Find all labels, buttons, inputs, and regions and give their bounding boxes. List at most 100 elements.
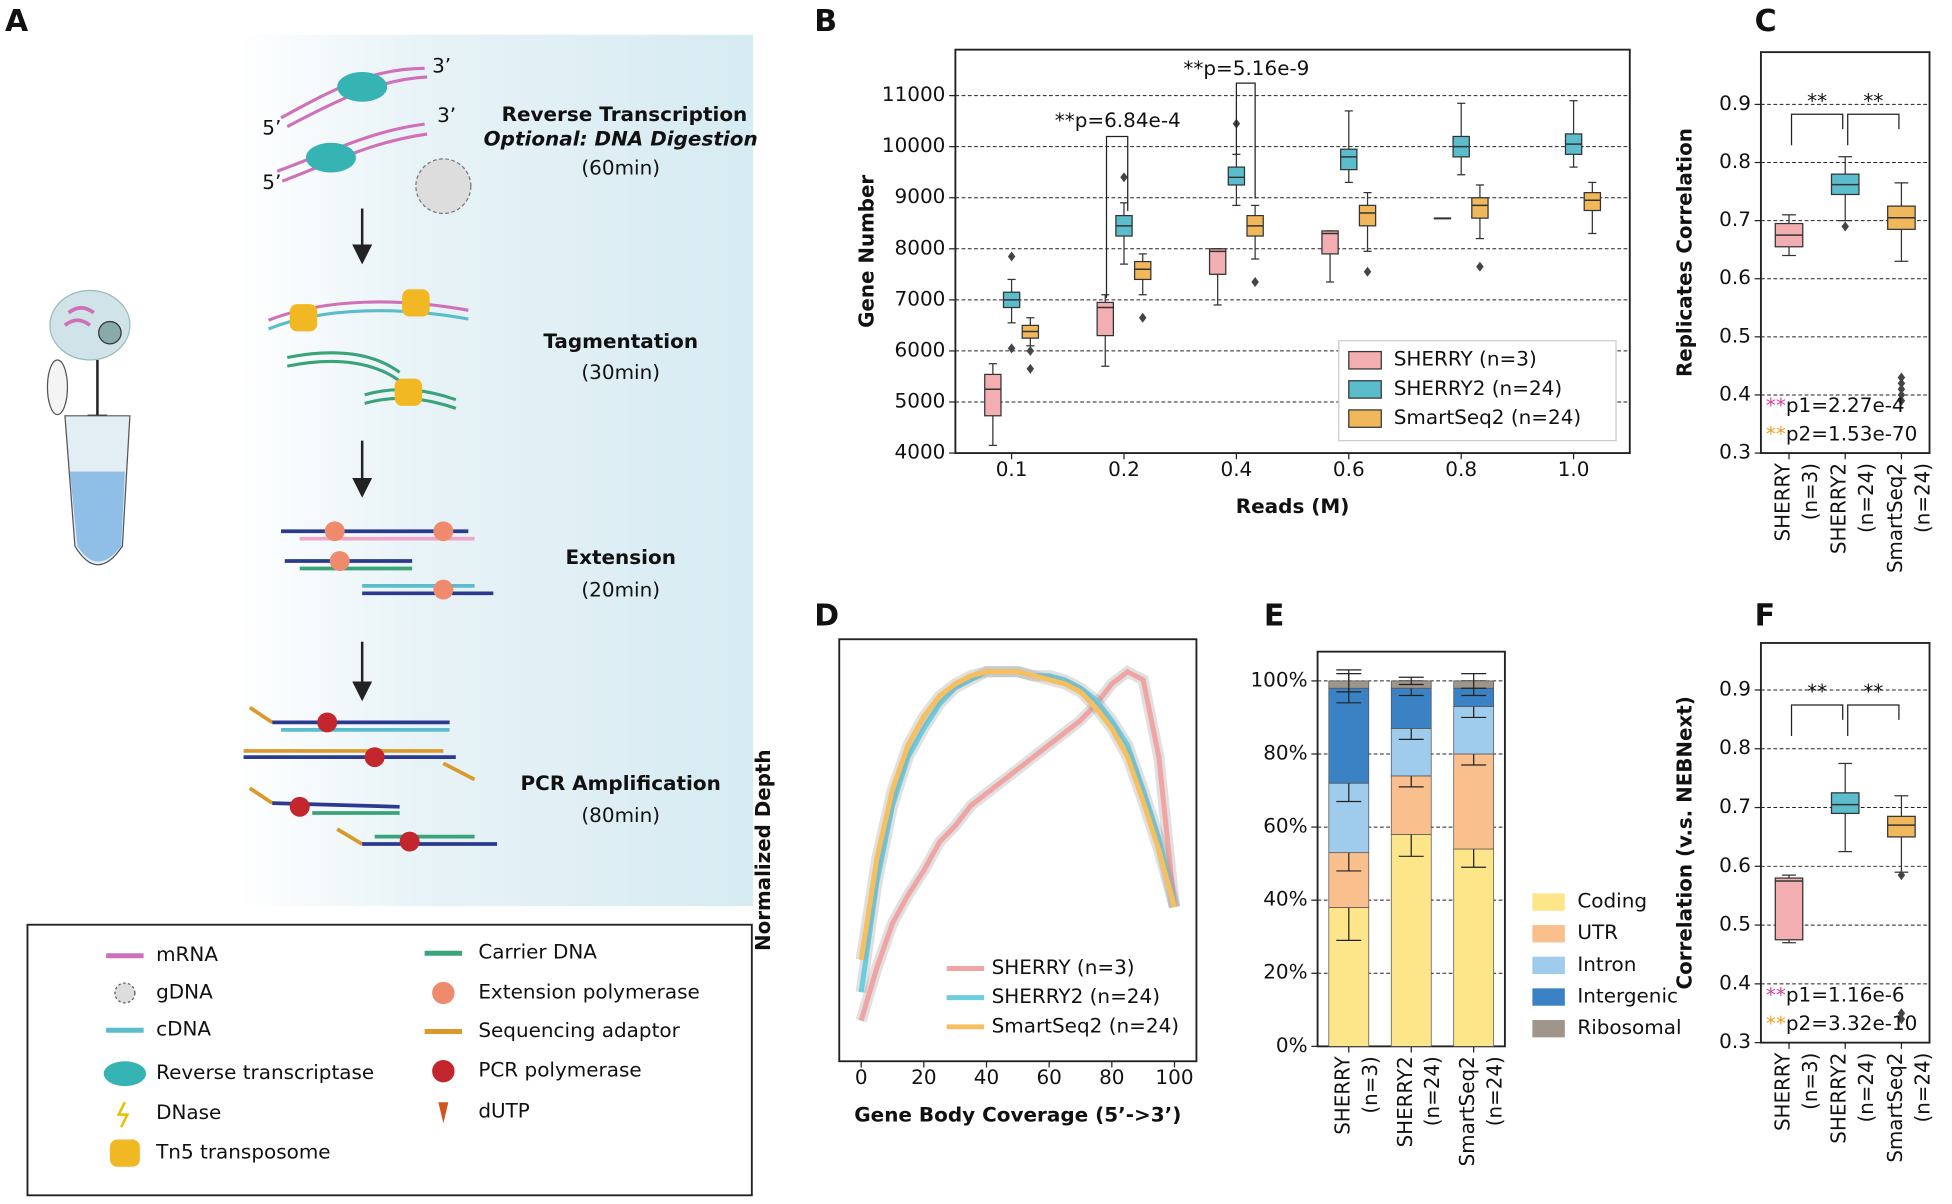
legend-icon xyxy=(432,981,455,1005)
y-tick-label: 0.6 xyxy=(1719,266,1751,289)
legend-label: SmartSeq2 (n=24) xyxy=(992,1014,1179,1037)
p-value-stars: ** xyxy=(1766,393,1786,416)
legend-label: Tn5 transposome xyxy=(155,1141,330,1164)
x-tick-label: (n=24) xyxy=(1911,463,1934,533)
legend-swatch xyxy=(1532,925,1565,943)
cell-mrna xyxy=(63,305,95,327)
step-time: (30min) xyxy=(581,361,660,384)
x-tick-label: SmartSeq2 xyxy=(1884,1053,1907,1163)
legend-box xyxy=(26,923,753,1197)
p-value: **p2=3.32e-10 xyxy=(1766,1012,1917,1035)
legend-swatch xyxy=(1532,893,1565,911)
step-title: Reverse Transcription xyxy=(502,103,748,126)
box xyxy=(1227,166,1246,186)
significance-bracket xyxy=(1790,113,1844,146)
box xyxy=(1208,248,1227,275)
y-axis-label: Gene Number xyxy=(855,175,878,328)
flier xyxy=(1476,261,1484,272)
y-tick-label: 0.7 xyxy=(1719,795,1751,818)
legend-label: PCR polymerase xyxy=(478,1059,641,1082)
x-tick-label: SHERRY2 xyxy=(1828,1053,1851,1144)
flier xyxy=(1897,1008,1906,1019)
y-tick-label: 0.4 xyxy=(1719,971,1751,994)
legend-swatch xyxy=(1532,956,1565,975)
box xyxy=(1096,301,1115,337)
significance-bracket xyxy=(1847,704,1900,737)
line xyxy=(858,668,1177,1022)
y-tick-label: 9000 xyxy=(895,185,946,208)
flier xyxy=(1026,363,1035,374)
reverse-transcriptase xyxy=(337,71,388,102)
y-tick-label: 0.9 xyxy=(1719,92,1751,115)
pcr-polymerase xyxy=(399,831,420,852)
panel-letter: B xyxy=(814,4,837,39)
step-title: Tagmentation xyxy=(543,330,698,353)
x-tick-label: 0.2 xyxy=(1108,458,1140,481)
flier xyxy=(1841,221,1849,232)
step-time: (80min) xyxy=(581,804,660,827)
panel-letter: D xyxy=(814,598,839,633)
pcr-cartoon xyxy=(243,705,498,846)
y-axis-label: Replicates Correlation xyxy=(1673,128,1696,377)
y-tick-label: 60% xyxy=(1263,815,1307,838)
x-tick-label: SHERRY xyxy=(1331,1055,1354,1134)
box xyxy=(1830,792,1860,815)
flier xyxy=(1897,384,1906,395)
annotation: **p=6.84e-4 xyxy=(1055,109,1181,132)
x-tick-label: (n=3) xyxy=(1359,1056,1382,1113)
legend-label: Sequencing adaptor xyxy=(478,1019,680,1042)
x-tick-label: 100 xyxy=(1155,1066,1193,1089)
step-time: (20min) xyxy=(581,578,660,601)
y-tick-label: 100% xyxy=(1250,668,1307,691)
plot-frame xyxy=(954,48,1631,454)
flier xyxy=(1251,277,1259,287)
x-tick-label: (n=24) xyxy=(1484,1056,1507,1126)
legend-label: DNase xyxy=(156,1101,221,1124)
box xyxy=(1133,260,1152,281)
y-tick-label: 4000 xyxy=(895,441,946,464)
box xyxy=(1358,204,1377,227)
legend-label: dUTP xyxy=(478,1100,530,1123)
y-tick-label: 20% xyxy=(1263,961,1307,984)
x-axis-label: Gene Body Coverage (5’->3’) xyxy=(854,1103,1181,1126)
box xyxy=(1774,877,1804,941)
legend-label: Extension polymerase xyxy=(478,981,700,1004)
flier xyxy=(1007,343,1016,354)
line-band xyxy=(855,666,1180,994)
legend-label: Intergenic xyxy=(1577,985,1678,1008)
x-tick-label: 80 xyxy=(1099,1066,1124,1089)
annotation: **p=5.16e-9 xyxy=(1183,57,1309,80)
legend-swatch xyxy=(1348,350,1382,370)
legend-icon xyxy=(116,1101,130,1128)
x-tick-label: 20 xyxy=(911,1066,936,1089)
x-tick-label: 60 xyxy=(1036,1066,1061,1089)
legend-label: SHERRY2 (n=24) xyxy=(1394,377,1562,400)
y-tick-label: 80% xyxy=(1263,742,1307,765)
y-tick-label: 0.7 xyxy=(1719,208,1751,231)
tube-liquid xyxy=(69,471,125,562)
legend-label: SHERRY (n=3) xyxy=(1394,348,1537,371)
legend-icon xyxy=(114,982,136,1004)
strand-label: 3’ xyxy=(437,104,456,127)
strand-label: 3’ xyxy=(432,55,451,78)
bar-segment xyxy=(1390,834,1432,1047)
step-title: Extension xyxy=(565,546,675,569)
legend-label: SHERRY2 (n=24) xyxy=(992,985,1160,1008)
reverse-transcriptase xyxy=(305,142,356,173)
x-tick-label: 0.4 xyxy=(1221,458,1253,481)
y-tick-label: 0.6 xyxy=(1719,854,1751,877)
legend-icon xyxy=(109,1139,140,1167)
legend-label: Reverse transcriptase xyxy=(156,1061,374,1084)
gdna xyxy=(415,158,472,215)
box xyxy=(1583,192,1602,212)
error-bar xyxy=(1336,669,1362,693)
p-value-stars: ** xyxy=(1766,983,1786,1006)
legend-label: SHERRY (n=3) xyxy=(992,956,1135,979)
p-value-text: p1=1.16e-6 xyxy=(1786,983,1905,1006)
legend-swatch xyxy=(1348,409,1382,428)
legend-label: Carrier DNA xyxy=(478,941,597,964)
flier xyxy=(1897,378,1906,389)
legend-icon xyxy=(438,1102,449,1124)
